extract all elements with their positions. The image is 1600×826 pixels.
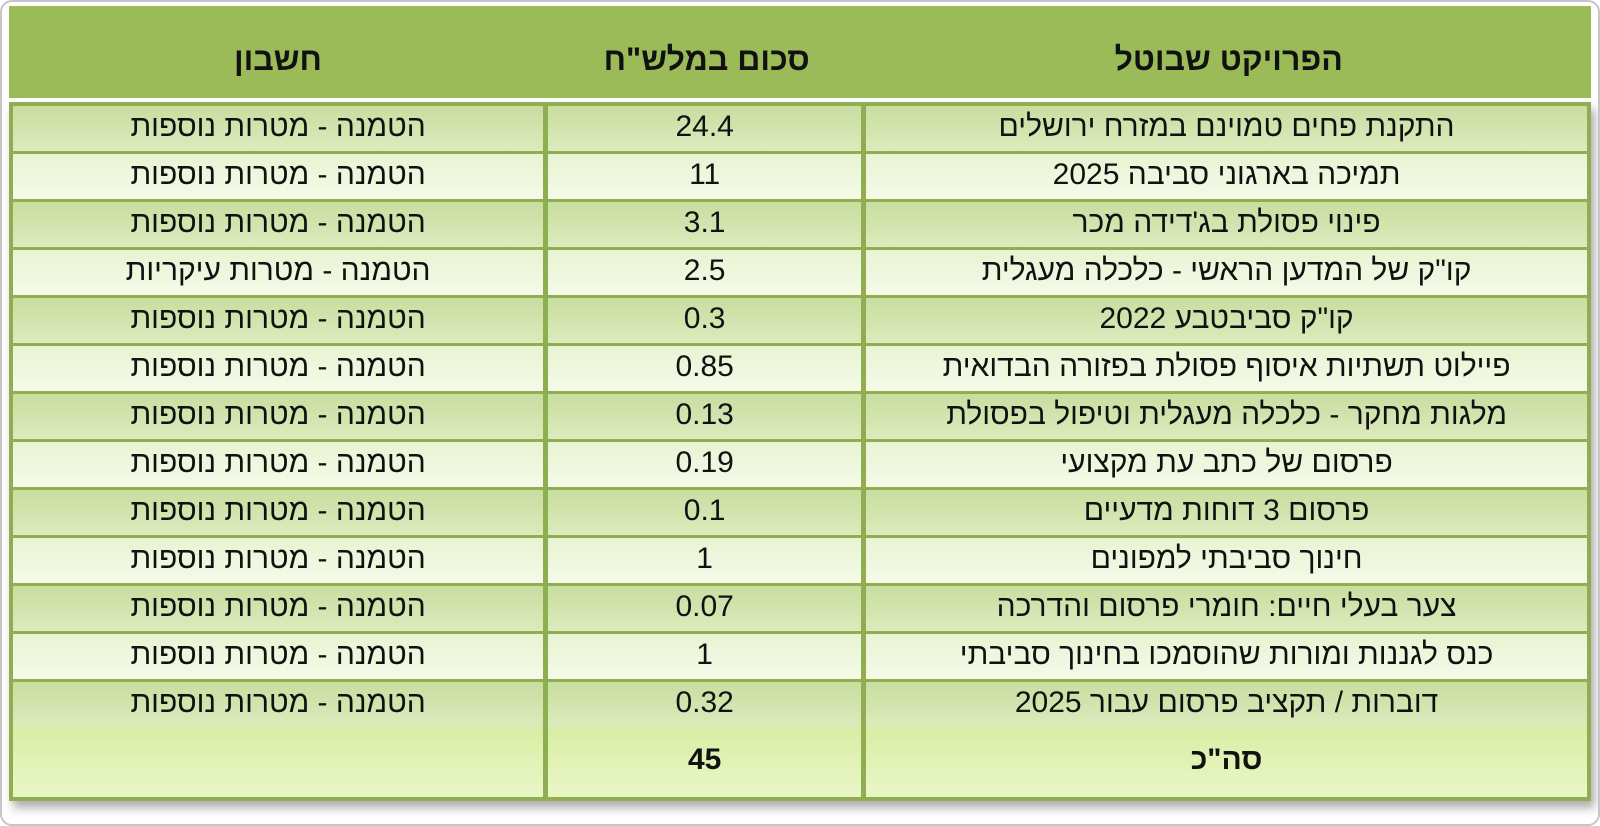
- cell-account: הטמנה - מטרות נוספות: [13, 490, 549, 535]
- cell-project: דוברות / תקציב פרסום עבור 2025: [1014, 685, 1439, 719]
- table-row: התקנת פחים טמוינם במזרח ירושלים 24.4 הטמנה…: [13, 106, 1587, 151]
- total-account-empty: [13, 727, 549, 797]
- cell-amount: 0.32: [548, 682, 867, 727]
- cell-project: חינוך סביבתי למפונים: [1090, 541, 1363, 575]
- cell-amount: 24.4: [548, 106, 867, 151]
- cell-project: התקנת פחים טמוינם במזרח ירושלים: [998, 109, 1455, 143]
- cell-project: קו"ק סביבטבע 2022: [1099, 301, 1354, 335]
- cell-amount: 0.13: [548, 394, 867, 439]
- table-row: פרסום של כתב עת מקצועי 0.19 הטמנה - מטרות …: [13, 439, 1587, 487]
- cell-project: פרסום 3 דוחות מדעיים: [1083, 493, 1370, 527]
- cell-project: מלגות מחקר - כלכלה מעגלית וטיפול בפסולת: [946, 397, 1507, 431]
- table-body: התקנת פחים טמוינם במזרח ירושלים 24.4 הטמנה…: [13, 106, 1587, 727]
- table-row: דוברות / תקציב פרסום עבור 2025 0.32 הטמנה …: [13, 679, 1587, 727]
- cell-amount: 11: [548, 154, 867, 199]
- cell-project: פינוי פסולת בג'דידה מכר: [1072, 205, 1381, 239]
- cell-account: הטמנה - מטרות נוספות: [13, 586, 549, 631]
- table-row: צער בעלי חיים: חומרי פרסום והדרכה 0.07 הטמ…: [13, 583, 1587, 631]
- cell-amount: 1: [548, 538, 867, 583]
- cell-amount: 1: [548, 634, 867, 679]
- cell-amount: 3.1: [548, 202, 867, 247]
- cell-account: הטמנה - מטרות עיקריות: [13, 250, 549, 295]
- table-row: חינוך סביבתי למפונים 1 הטמנה - מטרות נוספו…: [13, 535, 1587, 583]
- cell-amount: 0.85: [548, 346, 867, 391]
- cell-amount: 0.19: [548, 442, 867, 487]
- cell-account: הטמנה - מטרות נוספות: [13, 106, 549, 151]
- total-row: סה"כ 45: [13, 727, 1587, 797]
- cell-account: הטמנה - מטרות נוספות: [13, 394, 549, 439]
- cell-project: פרסום של כתב עת מקצועי: [1060, 445, 1393, 479]
- table-row: פיילוט תשתיות איסוף פסולת בפזורה הבדואית…: [13, 343, 1587, 391]
- total-amount: 45: [548, 727, 867, 797]
- cell-project: כנס לגננות ומורות שהוסמכו בחינוך סביבתי: [959, 637, 1494, 671]
- table-row: פרסום 3 דוחות מדעיים 0.1 הטמנה - מטרות נוס…: [13, 487, 1587, 535]
- cell-account: הטמנה - מטרות נוספות: [13, 202, 549, 247]
- cell-account: הטמנה - מטרות נוספות: [13, 346, 549, 391]
- cell-project: צער בעלי חיים: חומרי פרסום והדרכה: [996, 589, 1457, 623]
- cell-account: הטמנה - מטרות נוספות: [13, 538, 549, 583]
- table-row: פינוי פסולת בג'דידה מכר 3.1 הטמנה - מטרות …: [13, 199, 1587, 247]
- cell-account: הטמנה - מטרות נוספות: [13, 634, 549, 679]
- header-amount: סכום במלש"ח: [603, 41, 810, 77]
- cell-project: פיילוט תשתיות איסוף פסולת בפזורה הבדואית: [942, 349, 1511, 383]
- header-account: חשבון: [233, 41, 322, 77]
- cell-account: הטמנה - מטרות נוספות: [13, 298, 549, 343]
- total-label: סה"כ: [1190, 743, 1263, 776]
- table-row: מלגות מחקר - כלכלה מעגלית וטיפול בפסולת 0…: [13, 391, 1587, 439]
- table-header-row: הפרויקט שבוטל סכום במלש"ח חשבון: [9, 6, 1591, 98]
- cell-account: הטמנה - מטרות נוספות: [13, 442, 549, 487]
- cell-amount: 0.3: [548, 298, 867, 343]
- header-project: הפרויקט שבוטל: [1114, 41, 1343, 77]
- cell-account: הטמנה - מטרות נוספות: [13, 154, 549, 199]
- cell-account: הטמנה - מטרות נוספות: [13, 682, 549, 727]
- table-row: קו"ק של המדען הראשי - כלכלה מעגלית 2.5 הטמ…: [13, 247, 1587, 295]
- table-row: קו"ק סביבטבע 2022 0.3 הטמנה - מטרות נוספות: [13, 295, 1587, 343]
- table-body-block: התקנת פחים טמוינם במזרח ירושלים 24.4 הטמנה…: [9, 102, 1591, 801]
- cancelled-projects-table: הפרויקט שבוטל סכום במלש"ח חשבון התקנת פח…: [9, 6, 1591, 801]
- cell-amount: 0.1: [548, 490, 867, 535]
- cell-amount: 0.07: [548, 586, 867, 631]
- cell-project: תמיכה בארגוני סביבה 2025: [1052, 157, 1401, 191]
- table-row: כנס לגננות ומורות שהוסמכו בחינוך סביבתי 1…: [13, 631, 1587, 679]
- table-row: תמיכה בארגוני סביבה 2025 11 הטמנה - מטרות …: [13, 151, 1587, 199]
- cell-project: קו"ק של המדען הראשי - כלכלה מעגלית: [981, 253, 1472, 287]
- cell-amount: 2.5: [548, 250, 867, 295]
